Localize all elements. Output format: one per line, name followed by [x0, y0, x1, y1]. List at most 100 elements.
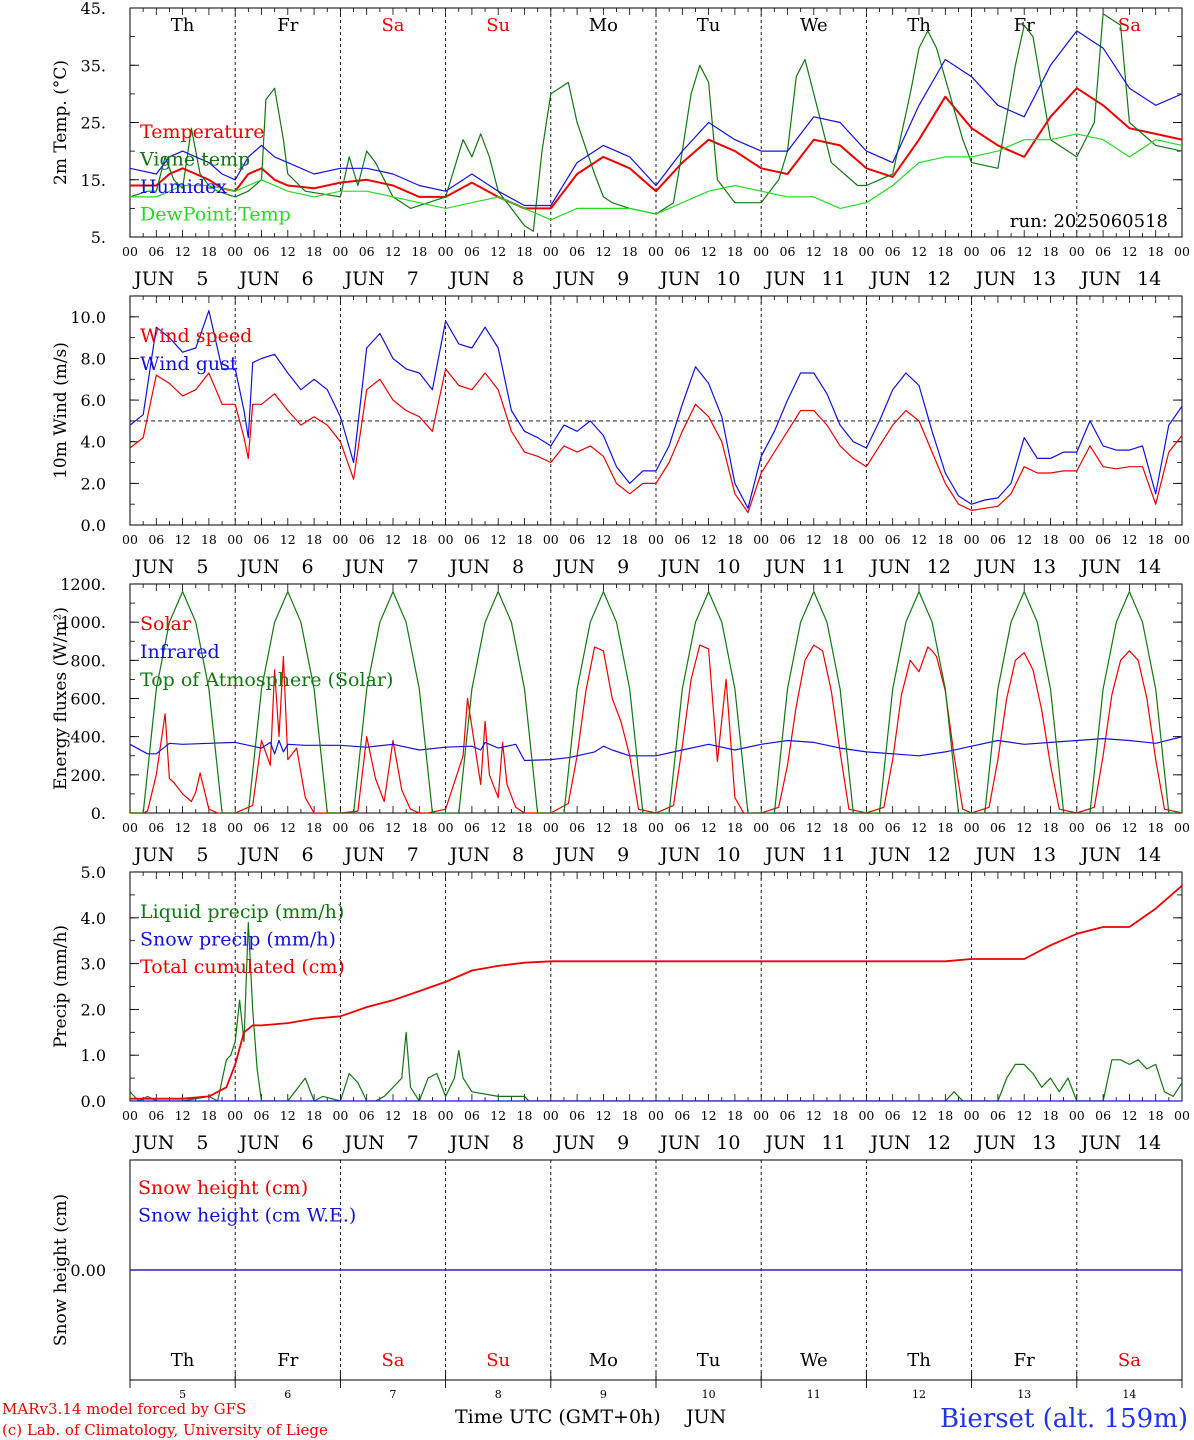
legend-entry: Wind gust: [140, 353, 238, 375]
date-label: 6: [302, 844, 314, 866]
legend-entry: DewPoint Temp: [140, 204, 291, 226]
hour-tick-label: 12: [1016, 820, 1032, 835]
hour-tick-label: 00: [648, 820, 664, 835]
hour-tick-label: 12: [911, 1108, 927, 1123]
date-label: 10: [702, 1388, 716, 1401]
hour-tick-label: 00: [332, 820, 348, 835]
month-label: JUN: [869, 268, 911, 290]
month-label: JUN: [553, 556, 595, 578]
hour-tick-label: 06: [148, 1108, 164, 1123]
hour-tick-label: 06: [569, 1108, 585, 1123]
hour-tick-label: 12: [175, 244, 191, 259]
hour-tick-label: 06: [780, 820, 796, 835]
date-label: 11: [821, 844, 845, 866]
hour-tick-label: 12: [385, 244, 401, 259]
hour-tick-label: 00: [1174, 244, 1190, 259]
series-line: [130, 87, 1182, 210]
hour-tick-label: 06: [990, 820, 1006, 835]
hour-tick-label: 12: [806, 820, 822, 835]
date-label: 6: [302, 268, 314, 290]
month-label: JUN: [1079, 1132, 1121, 1154]
hour-tick-label: 18: [201, 244, 217, 259]
weekday-label: Th: [171, 1350, 195, 1371]
month-label: JUN: [553, 268, 595, 290]
weekday-label: Sa: [1118, 15, 1141, 36]
hour-tick-label: 06: [464, 1108, 480, 1123]
weekday-label: Sa: [381, 15, 404, 36]
y-tick-label: 0.00: [70, 1261, 106, 1280]
hour-tick-label: 18: [411, 820, 427, 835]
series-line: [130, 921, 1182, 1101]
hour-tick-label: 00: [858, 1108, 874, 1123]
weekday-label: We: [800, 15, 828, 36]
hour-tick-label: 12: [1121, 1108, 1137, 1123]
legend-entry: Snow precip (mm/h): [140, 929, 336, 951]
date-label: 10: [716, 1132, 740, 1154]
date-label: 14: [1137, 844, 1161, 866]
series-group: [130, 885, 1182, 1101]
hour-tick-label: 12: [595, 532, 611, 547]
hour-tick-label: 00: [227, 820, 243, 835]
month-label: JUN: [237, 844, 279, 866]
hour-tick-label: 18: [727, 1108, 743, 1123]
hour-tick-label: 00: [753, 1108, 769, 1123]
y-tick-label: 5.0: [81, 863, 106, 882]
hour-tick-label: 00: [964, 244, 980, 259]
hour-tick-label: 12: [385, 1108, 401, 1123]
y-tick-label: 400.: [70, 728, 106, 747]
legend-entry: Temperature: [140, 121, 264, 143]
hour-tick-label: 12: [280, 1108, 296, 1123]
hour-tick-label: 00: [227, 244, 243, 259]
y-tick-label: 5.: [91, 228, 106, 247]
hour-tick-label: 06: [569, 532, 585, 547]
hour-tick-label: 12: [701, 532, 717, 547]
hour-tick-label: 18: [1148, 532, 1164, 547]
date-label: 13: [1032, 268, 1056, 290]
date-label: 14: [1137, 1132, 1161, 1154]
hour-tick-label: 06: [885, 244, 901, 259]
weekday-label: Mo: [589, 15, 618, 36]
hour-tick-label: 18: [937, 532, 953, 547]
month-label: JUN: [1079, 268, 1121, 290]
hour-tick-label: 00: [648, 244, 664, 259]
date-label: 5: [196, 556, 208, 578]
hour-tick-label: 18: [832, 244, 848, 259]
y-tick-label: 0.0: [81, 1092, 106, 1111]
month-label: JUN: [658, 1132, 700, 1154]
y-axis-label: Snow height (cm): [51, 1194, 71, 1346]
hour-tick-label: 18: [1043, 820, 1059, 835]
hour-tick-label: 06: [359, 820, 375, 835]
hour-tick-label: 12: [701, 820, 717, 835]
y-tick-label: 0.: [91, 804, 106, 823]
hour-tick-label: 06: [780, 532, 796, 547]
station-label: Bierset (alt. 159m): [940, 1404, 1188, 1434]
lab-credit: (c) Lab. of Climatology, University of L…: [2, 1421, 328, 1439]
hour-tick-label: 06: [148, 532, 164, 547]
hour-tick-label: 00: [648, 532, 664, 547]
hour-tick-label: 00: [438, 1108, 454, 1123]
hour-tick-label: 18: [937, 244, 953, 259]
hour-tick-label: 18: [937, 820, 953, 835]
hour-tick-label: 00: [332, 244, 348, 259]
date-label: 6: [302, 1132, 314, 1154]
model-credit: MARv3.14 model forced by GFS: [2, 1400, 246, 1418]
date-label: 7: [407, 1132, 419, 1154]
y-tick-label: 800.: [70, 651, 106, 670]
y-tick-label: 2.0: [81, 474, 106, 493]
hour-tick-label: 00: [543, 244, 559, 259]
date-label: 10: [716, 844, 740, 866]
hour-tick-label: 18: [306, 532, 322, 547]
hour-tick-label: 06: [990, 1108, 1006, 1123]
hour-tick-label: 18: [411, 244, 427, 259]
series-line: [130, 590, 1182, 813]
legend-entry: Snow height (cm): [138, 1177, 308, 1199]
hour-tick-label: 12: [911, 244, 927, 259]
date-label: 9: [617, 844, 629, 866]
date-label: 13: [1032, 1132, 1056, 1154]
precip-panel: 00 06 12 18 00 06 12 18 00 06 12 18 00 06 12 18 00 06 12 18…: [51, 863, 1190, 1154]
date-label: 8: [512, 556, 524, 578]
date-label: 12: [927, 844, 951, 866]
hour-tick-label: 06: [990, 532, 1006, 547]
hour-tick-label: 00: [332, 1108, 348, 1123]
hour-tick-label: 12: [806, 1108, 822, 1123]
